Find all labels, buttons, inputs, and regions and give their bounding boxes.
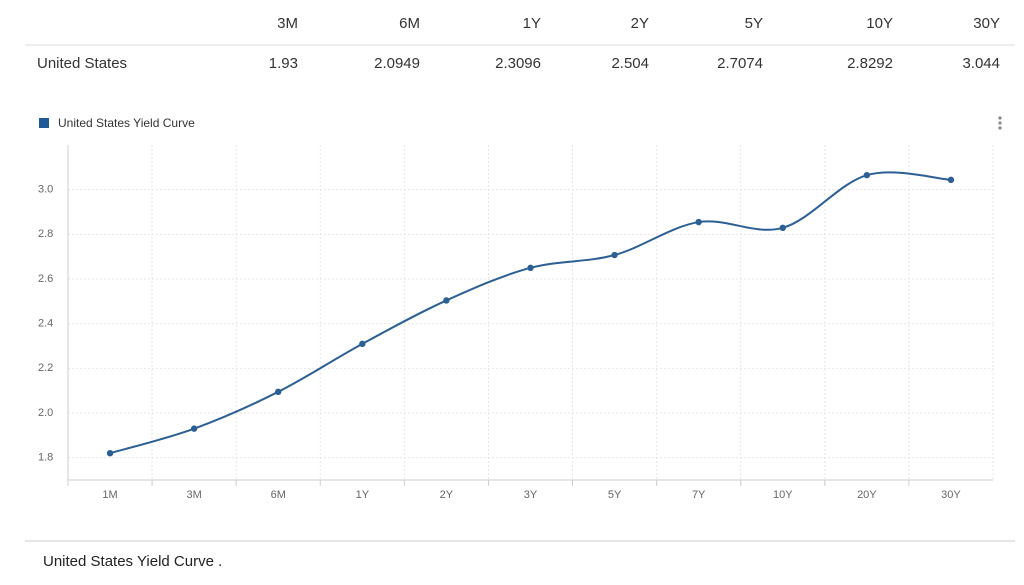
data-point — [947, 176, 955, 184]
y-tick-label: 2.8 — [38, 228, 53, 240]
x-tick-label: 1Y — [356, 489, 370, 501]
column-header: 1Y — [523, 15, 541, 32]
x-tick-label: 3M — [186, 489, 201, 501]
footer-caption: United States Yield Curve . — [43, 553, 222, 570]
data-point — [863, 171, 871, 179]
legend-label: United States Yield Curve — [58, 116, 195, 130]
column-header: 2Y — [631, 15, 649, 32]
column-header: 30Y — [973, 15, 1000, 32]
x-tick-label: 1M — [102, 489, 117, 501]
y-tick-label: 3.0 — [38, 184, 53, 196]
y-tick-label: 2.6 — [38, 273, 53, 285]
cell-value: 2.0949 — [374, 55, 420, 72]
x-tick-label: 5Y — [608, 489, 622, 501]
cell-value: 2.7074 — [717, 55, 763, 72]
x-tick-label: 6M — [271, 489, 286, 501]
cell-value: 1.93 — [269, 55, 298, 72]
column-header: 10Y — [866, 15, 893, 32]
cell-value: 2.3096 — [495, 55, 541, 72]
x-tick-label: 3Y — [524, 489, 538, 501]
data-point — [190, 425, 198, 432]
row-label: United States — [37, 55, 127, 72]
data-point — [359, 340, 366, 348]
column-header: 5Y — [745, 15, 763, 32]
data-point — [527, 264, 534, 272]
x-tick-label: 30Y — [941, 489, 961, 501]
column-header: 6M — [399, 15, 420, 32]
y-tick-label: 2.4 — [38, 318, 53, 330]
y-tick-label: 2.0 — [38, 407, 53, 419]
x-tick-label: 10Y — [773, 489, 793, 501]
cell-value: 2.504 — [611, 55, 649, 72]
column-header: 3M — [277, 15, 298, 32]
y-tick-label: 1.8 — [38, 452, 53, 464]
data-point — [106, 450, 114, 457]
data-point — [695, 218, 702, 226]
x-tick-label: 20Y — [857, 489, 877, 501]
data-point — [779, 224, 786, 232]
cell-value: 2.8292 — [847, 55, 893, 72]
cell-value: 3.044 — [962, 55, 1000, 72]
menu-icon[interactable] — [998, 116, 1002, 130]
y-tick-label: 2.2 — [38, 362, 53, 374]
legend-swatch — [39, 118, 49, 128]
data-point — [611, 251, 618, 259]
data-point — [275, 388, 282, 396]
x-tick-label: 2Y — [440, 489, 454, 501]
x-tick-label: 7Y — [692, 489, 706, 501]
data-point — [443, 297, 450, 304]
